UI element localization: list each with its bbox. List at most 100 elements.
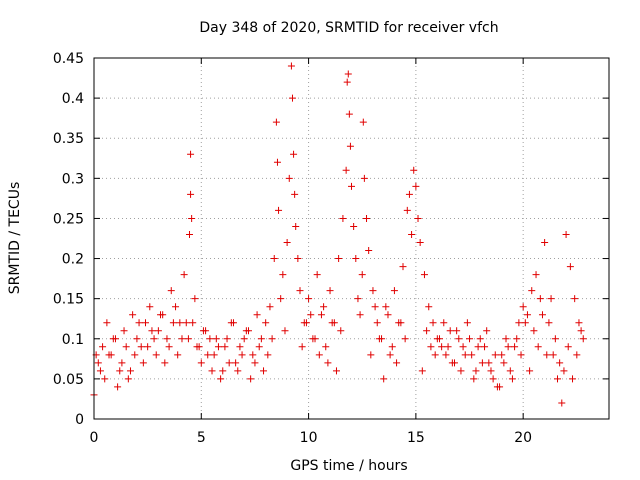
data-point	[283, 239, 291, 247]
data-point	[500, 359, 508, 367]
data-point	[150, 335, 158, 343]
data-point	[442, 351, 450, 359]
data-point	[453, 327, 461, 335]
data-point	[214, 343, 222, 351]
data-point	[339, 214, 347, 222]
data-point	[463, 319, 471, 327]
data-point	[363, 214, 371, 222]
data-point	[569, 375, 577, 383]
data-point	[459, 343, 467, 351]
data-point	[543, 351, 551, 359]
data-point	[131, 351, 139, 359]
data-point	[311, 335, 319, 343]
data-point	[174, 351, 182, 359]
data-point	[496, 383, 504, 391]
data-point	[335, 255, 343, 263]
data-point	[418, 367, 426, 375]
data-point	[577, 327, 585, 335]
data-point	[219, 367, 227, 375]
data-point	[326, 287, 334, 295]
data-point	[530, 327, 538, 335]
data-point	[429, 319, 437, 327]
data-point	[208, 367, 216, 375]
data-point	[217, 375, 225, 383]
data-point	[124, 375, 132, 383]
data-point	[307, 311, 315, 319]
data-point	[184, 335, 192, 343]
data-point	[249, 351, 257, 359]
data-point	[405, 190, 413, 198]
data-point	[478, 359, 486, 367]
data-point	[408, 230, 416, 238]
x-tick-label: 20	[514, 430, 532, 446]
data-point	[538, 311, 546, 319]
data-point	[277, 295, 285, 303]
data-point	[101, 375, 109, 383]
data-point	[105, 351, 113, 359]
data-point	[498, 351, 506, 359]
data-point	[114, 383, 122, 391]
y-tick-label: 0.2	[62, 252, 84, 268]
data-point	[221, 343, 229, 351]
data-point	[285, 174, 293, 182]
data-point	[566, 263, 574, 271]
data-point	[455, 335, 463, 343]
data-point	[545, 319, 553, 327]
data-point	[122, 343, 130, 351]
y-tick-label: 0.35	[53, 131, 84, 147]
data-point	[573, 351, 581, 359]
x-tick-label: 0	[90, 430, 99, 446]
data-point	[358, 271, 366, 279]
data-point	[476, 335, 484, 343]
y-tick-label: 0	[75, 412, 84, 428]
data-point	[291, 190, 299, 198]
data-point	[187, 190, 195, 198]
data-point	[343, 78, 351, 86]
data-point	[403, 206, 411, 214]
data-point	[188, 214, 196, 222]
data-point	[296, 287, 304, 295]
data-point	[302, 319, 310, 327]
data-point	[129, 311, 137, 319]
data-point	[380, 375, 388, 383]
data-point	[144, 343, 152, 351]
data-point	[206, 335, 214, 343]
data-point	[575, 319, 583, 327]
data-point	[508, 375, 516, 383]
data-point	[142, 319, 149, 327]
y-tick-label: 0.3	[62, 171, 84, 187]
data-point	[551, 335, 559, 343]
data-point	[247, 375, 255, 383]
data-point	[157, 311, 165, 319]
data-point	[373, 319, 381, 327]
data-point	[446, 327, 454, 335]
data-point	[511, 343, 519, 351]
grid-lines	[94, 58, 609, 419]
data-point	[491, 351, 499, 359]
data-point	[262, 319, 270, 327]
data-point	[195, 343, 203, 351]
data-point	[410, 166, 418, 174]
data-point	[260, 367, 268, 375]
data-point	[346, 142, 354, 150]
data-point	[440, 319, 448, 327]
data-point	[549, 351, 557, 359]
data-point	[253, 311, 261, 319]
data-point	[375, 335, 383, 343]
data-point	[367, 351, 375, 359]
data-point	[118, 359, 126, 367]
data-point	[481, 343, 489, 351]
data-point	[139, 359, 147, 367]
data-point	[268, 335, 276, 343]
data-point	[365, 247, 373, 255]
data-point	[96, 367, 104, 375]
data-point	[560, 367, 568, 375]
data-point	[313, 271, 321, 279]
data-point	[328, 319, 336, 327]
data-point	[397, 319, 405, 327]
data-point	[212, 335, 220, 343]
data-point	[521, 319, 529, 327]
data-point	[281, 327, 289, 335]
data-point	[337, 327, 345, 335]
data-point	[279, 271, 287, 279]
